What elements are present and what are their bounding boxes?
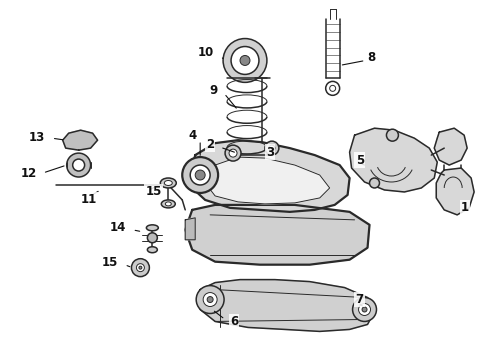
Circle shape — [229, 149, 237, 157]
Polygon shape — [436, 168, 474, 215]
Text: 15: 15 — [146, 185, 162, 198]
Text: 4: 4 — [188, 129, 196, 142]
Text: 2: 2 — [206, 138, 214, 150]
Ellipse shape — [147, 225, 158, 231]
Circle shape — [369, 178, 379, 188]
Circle shape — [231, 46, 259, 75]
Text: 8: 8 — [368, 51, 376, 64]
Ellipse shape — [161, 200, 175, 208]
Circle shape — [265, 141, 279, 155]
Circle shape — [67, 153, 91, 177]
Circle shape — [73, 159, 85, 171]
Ellipse shape — [164, 180, 172, 185]
Polygon shape — [191, 140, 349, 212]
Circle shape — [203, 293, 217, 306]
Polygon shape — [185, 218, 195, 240]
Ellipse shape — [147, 233, 157, 243]
Circle shape — [330, 85, 336, 91]
Text: 6: 6 — [230, 315, 238, 328]
Circle shape — [190, 165, 210, 185]
Text: 7: 7 — [356, 293, 364, 306]
Ellipse shape — [147, 247, 157, 253]
Polygon shape — [349, 128, 437, 192]
Text: 3: 3 — [266, 145, 274, 159]
Text: 12: 12 — [21, 167, 37, 180]
Circle shape — [353, 298, 376, 321]
Circle shape — [195, 170, 205, 180]
Text: 15: 15 — [102, 256, 119, 269]
Circle shape — [269, 145, 275, 151]
Circle shape — [387, 129, 398, 141]
Circle shape — [359, 303, 370, 315]
Circle shape — [240, 55, 250, 66]
Text: 1: 1 — [461, 201, 469, 215]
Circle shape — [207, 297, 213, 302]
Circle shape — [139, 266, 142, 269]
Text: 11: 11 — [80, 193, 97, 206]
Text: 10: 10 — [198, 46, 214, 59]
Polygon shape — [434, 128, 467, 165]
Polygon shape — [63, 130, 98, 150]
Text: 13: 13 — [28, 131, 45, 144]
Polygon shape — [198, 280, 374, 332]
Ellipse shape — [160, 178, 176, 188]
Polygon shape — [205, 157, 330, 204]
Circle shape — [225, 145, 241, 161]
Polygon shape — [185, 205, 369, 265]
Text: 5: 5 — [356, 154, 364, 167]
Text: 9: 9 — [210, 84, 218, 97]
Circle shape — [362, 307, 367, 312]
Circle shape — [182, 157, 218, 193]
Circle shape — [223, 39, 267, 82]
Circle shape — [196, 285, 224, 314]
Circle shape — [131, 259, 149, 276]
Ellipse shape — [165, 202, 172, 206]
Text: 14: 14 — [110, 221, 126, 234]
Circle shape — [136, 264, 145, 272]
